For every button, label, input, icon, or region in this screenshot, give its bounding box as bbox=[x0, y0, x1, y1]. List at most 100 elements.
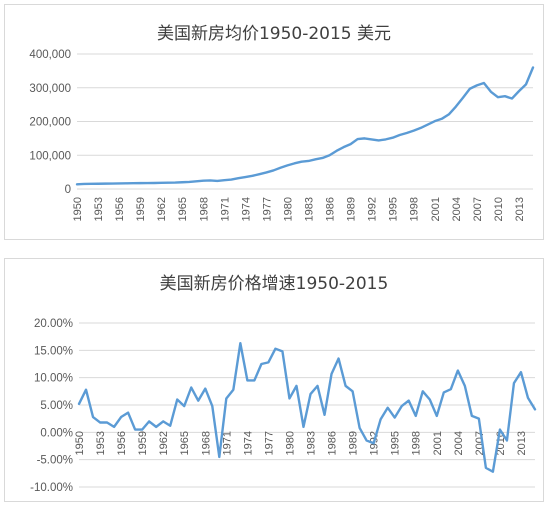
data-point bbox=[293, 162, 295, 164]
data-point bbox=[413, 129, 415, 131]
data-point bbox=[316, 385, 318, 387]
data-point bbox=[155, 426, 157, 428]
data-point bbox=[422, 390, 424, 392]
x-tick-label: 1971 bbox=[219, 197, 231, 221]
x-tick-label: 1950 bbox=[74, 431, 86, 455]
data-point bbox=[183, 405, 185, 407]
y-tick-label: 10.00% bbox=[34, 373, 73, 385]
series-line bbox=[77, 342, 537, 473]
y-tick-label: -10.00% bbox=[30, 482, 73, 494]
data-point bbox=[232, 388, 234, 390]
data-point bbox=[349, 143, 351, 145]
data-point bbox=[427, 123, 429, 125]
data-point bbox=[408, 399, 410, 401]
data-point bbox=[113, 426, 115, 428]
data-point bbox=[286, 164, 288, 166]
data-point bbox=[506, 439, 508, 441]
x-tick-label: 1998 bbox=[411, 431, 423, 455]
x-tick-label: 1995 bbox=[388, 197, 400, 221]
data-point bbox=[260, 363, 262, 365]
data-point bbox=[415, 415, 417, 417]
data-point bbox=[288, 397, 290, 399]
data-point bbox=[406, 132, 408, 134]
data-point bbox=[162, 420, 164, 422]
data-point bbox=[295, 385, 297, 387]
y-tick-label: 300,000 bbox=[29, 83, 71, 95]
x-tick-label: 1974 bbox=[240, 197, 252, 221]
data-point bbox=[106, 421, 108, 423]
y-tick-label: 200,000 bbox=[29, 117, 71, 129]
data-point bbox=[485, 467, 487, 469]
data-point bbox=[132, 182, 134, 184]
data-point bbox=[436, 415, 438, 417]
data-point bbox=[464, 385, 466, 387]
data-point bbox=[450, 388, 452, 390]
data-point bbox=[176, 398, 178, 400]
data-point bbox=[377, 139, 379, 141]
data-point bbox=[518, 90, 520, 92]
x-tick-label: 1983 bbox=[306, 431, 318, 455]
data-point bbox=[153, 182, 155, 184]
data-point bbox=[356, 138, 358, 140]
data-point bbox=[520, 371, 522, 373]
x-tick-label: 1959 bbox=[135, 197, 147, 221]
y-tick-label: 400,000 bbox=[29, 49, 71, 61]
data-point bbox=[230, 178, 232, 180]
data-point bbox=[330, 373, 332, 375]
x-tick-label: 1986 bbox=[327, 431, 339, 455]
x-tick-label: 1998 bbox=[409, 197, 421, 221]
data-point bbox=[78, 403, 80, 405]
x-tick-label: 1956 bbox=[116, 431, 128, 455]
line-chart-svg: -10.00% -5.00% 0.00% 5.00% 10.00% 15.00% 20.00… bbox=[30, 318, 537, 494]
data-point bbox=[309, 393, 311, 395]
data-point bbox=[209, 179, 211, 181]
data-point bbox=[314, 158, 316, 160]
x-tick-label: 1977 bbox=[261, 197, 273, 221]
data-point bbox=[448, 113, 450, 115]
data-point bbox=[190, 386, 192, 388]
x-tick-label: 1971 bbox=[221, 431, 233, 455]
data-point bbox=[195, 180, 197, 182]
data-point bbox=[328, 154, 330, 156]
data-point bbox=[342, 146, 344, 148]
data-point bbox=[300, 160, 302, 162]
data-point bbox=[323, 414, 325, 416]
y-tick-label: 100,000 bbox=[29, 150, 71, 162]
data-point bbox=[134, 428, 136, 430]
data-point bbox=[125, 182, 127, 184]
data-point bbox=[393, 416, 395, 418]
x-tick-label: 1959 bbox=[137, 431, 149, 455]
data-point bbox=[399, 134, 401, 136]
data-point bbox=[363, 137, 365, 139]
data-point bbox=[120, 416, 122, 418]
data-point bbox=[527, 397, 529, 399]
data-point bbox=[181, 181, 183, 183]
line-chart-svg: 0 100,000 200,000 300,000 400,000 1950 1953 195… bbox=[29, 49, 535, 221]
data-point bbox=[321, 157, 323, 159]
data-point bbox=[216, 180, 218, 182]
chart-title: 美国新房均价1950-2015 美元 bbox=[156, 24, 392, 44]
data-point bbox=[443, 391, 445, 393]
data-point bbox=[139, 182, 141, 184]
y-tick-label: -5.00% bbox=[37, 455, 73, 467]
data-point bbox=[251, 175, 253, 177]
data-point bbox=[197, 399, 199, 401]
data-point bbox=[358, 427, 360, 429]
data-point bbox=[85, 388, 87, 390]
data-point bbox=[401, 405, 403, 407]
data-point bbox=[225, 397, 227, 399]
y-tick-label: 20.00% bbox=[34, 318, 73, 330]
data-point bbox=[335, 150, 337, 152]
data-point bbox=[76, 183, 78, 185]
data-point bbox=[204, 387, 206, 389]
data-point bbox=[384, 138, 386, 140]
data-point bbox=[258, 173, 260, 175]
data-point bbox=[97, 183, 99, 185]
data-point bbox=[534, 408, 536, 410]
x-tick-label: 1974 bbox=[242, 431, 254, 455]
data-point bbox=[167, 182, 169, 184]
data-point bbox=[504, 95, 506, 97]
data-point bbox=[492, 470, 494, 472]
x-tick-label: 1962 bbox=[156, 197, 168, 221]
data-point bbox=[302, 426, 304, 428]
